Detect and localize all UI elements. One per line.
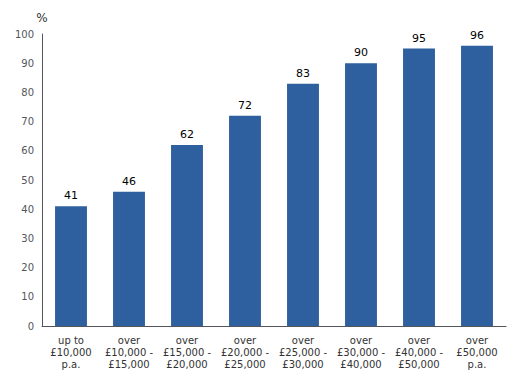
svg-text:£40,000 -: £40,000 - [395,347,444,358]
svg-text:60: 60 [21,145,34,156]
svg-text:£10,000 -: £10,000 - [105,347,154,358]
svg-text:80: 80 [21,87,34,98]
svg-text:20: 20 [21,262,34,273]
svg-text:over: over [234,335,257,346]
svg-text:50: 50 [21,175,34,186]
svg-text:72: 72 [238,99,252,112]
svg-text:30: 30 [21,233,34,244]
svg-text:£50,000: £50,000 [456,347,497,358]
svg-text:over: over [176,335,199,346]
svg-text:£10,000: £10,000 [50,347,91,358]
svg-text:£40,000: £40,000 [340,359,381,370]
svg-text:over: over [118,335,141,346]
svg-text:p.a.: p.a. [62,359,81,370]
svg-text:£30,000: £30,000 [282,359,323,370]
svg-text:£25,000: £25,000 [224,359,265,370]
svg-text:95: 95 [412,32,426,45]
svg-text:£20,000 -: £20,000 - [221,347,270,358]
svg-text:90: 90 [21,58,34,69]
svg-text:83: 83 [296,67,310,80]
svg-text:62: 62 [180,128,194,141]
svg-text:over: over [350,335,373,346]
svg-text:£25,000 -: £25,000 - [279,347,328,358]
svg-text:41: 41 [64,189,78,202]
svg-text:100: 100 [15,29,34,40]
svg-text:£20,000: £20,000 [166,359,207,370]
svg-text:p.a.: p.a. [468,359,487,370]
svg-text:£15,000: £15,000 [108,359,149,370]
svg-text:up to: up to [58,335,84,346]
svg-text:£15,000 -: £15,000 - [163,347,212,358]
svg-text:70: 70 [21,116,34,127]
svg-text:10: 10 [21,291,34,302]
svg-text:£50,000: £50,000 [398,359,439,370]
svg-text:46: 46 [122,175,136,188]
svg-text:40: 40 [21,204,34,215]
svg-text:£30,000 -: £30,000 - [337,347,386,358]
svg-text:%: % [36,11,47,25]
svg-text:0: 0 [28,321,34,332]
svg-text:over: over [466,335,489,346]
svg-text:over: over [292,335,315,346]
svg-text:over: over [408,335,431,346]
svg-text:96: 96 [470,29,484,42]
svg-text:90: 90 [354,46,368,59]
